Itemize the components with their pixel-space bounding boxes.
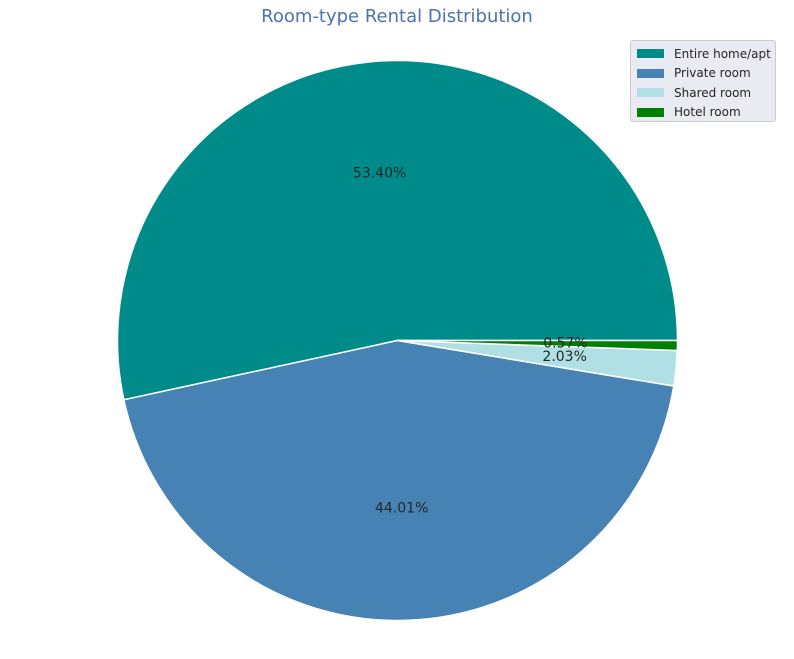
legend-swatch xyxy=(637,88,664,98)
legend-label: Entire home/apt xyxy=(674,46,771,61)
legend-swatch xyxy=(637,107,664,117)
pie-percent-labels: 53.40% 44.01% 2.03%0.57% xyxy=(353,165,588,516)
legend-label: Shared room xyxy=(674,85,752,100)
pie-label-hotel-room: 0.57% xyxy=(543,336,587,352)
legend-swatch xyxy=(637,68,664,78)
legend-item-shared-room: Shared room xyxy=(637,83,769,103)
legend-item-private-room: Private room xyxy=(637,64,769,84)
pie-slices xyxy=(116,59,679,622)
pie-label-shared-room: 2.03% xyxy=(542,349,586,365)
pie-label-private-room: 44.01% xyxy=(375,500,428,516)
legend-label: Hotel room xyxy=(674,105,741,120)
pie-slice-private-room xyxy=(123,339,675,622)
legend: Entire home/apt Private room Shared room… xyxy=(630,40,776,122)
legend-item-hotel-room: Hotel room xyxy=(637,103,769,123)
legend-label: Private room xyxy=(674,66,751,81)
legend-item-entire-home: Entire home/apt xyxy=(637,44,771,64)
chart-title: Room-type Rental Distribution xyxy=(261,6,533,27)
pie-slice-hotel-room xyxy=(396,339,679,352)
pie-slice-entire-home xyxy=(116,59,679,401)
legend-swatch xyxy=(637,49,664,59)
pie-label-entire-home: 53.40% xyxy=(353,165,406,181)
